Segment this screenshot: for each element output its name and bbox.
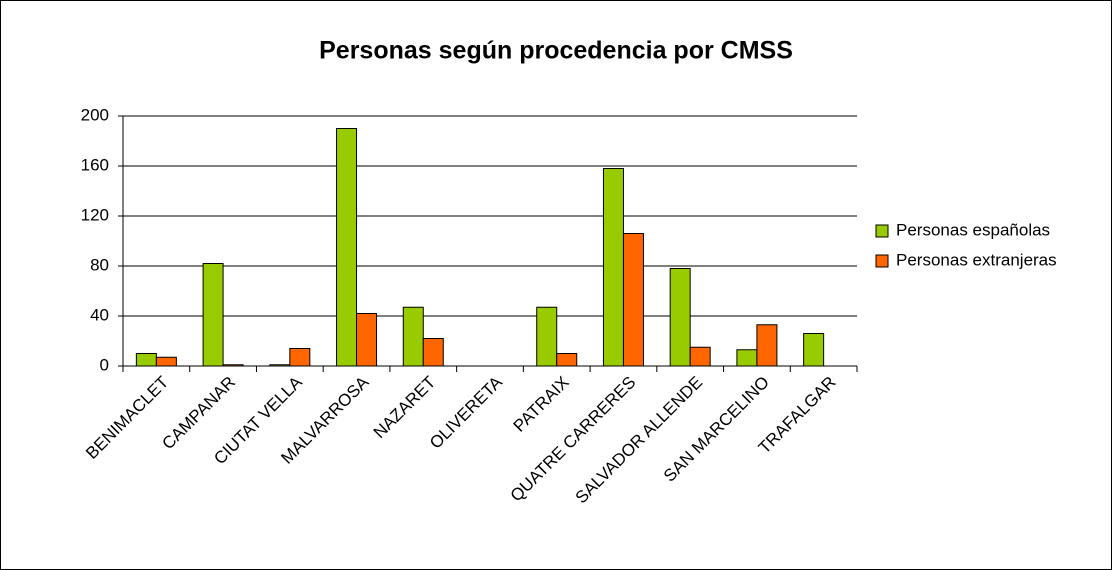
legend-label: Personas extranjeras	[896, 250, 1057, 269]
bar	[402, 306, 424, 367]
y-tick-label: 40	[90, 305, 109, 324]
bar	[336, 128, 358, 367]
legend-swatch	[875, 224, 889, 238]
chart-title: Personas según procedencia por CMSS	[319, 37, 793, 65]
bar	[202, 263, 224, 367]
y-tick-label: 0	[100, 355, 109, 374]
bar	[622, 233, 644, 367]
y-tick-label: 120	[81, 205, 109, 224]
y-tick-label: 80	[90, 255, 109, 274]
bar	[689, 346, 711, 367]
bar	[556, 353, 578, 367]
legend-label: Personas españolas	[896, 220, 1050, 239]
bar	[155, 356, 177, 367]
y-tick-label: 160	[81, 155, 109, 174]
bar	[736, 349, 758, 367]
bar	[356, 313, 378, 367]
bar	[289, 348, 311, 367]
bar	[803, 333, 825, 367]
bar	[422, 338, 444, 367]
bar	[602, 168, 624, 367]
bar	[135, 353, 157, 367]
bar	[536, 306, 558, 367]
bar	[669, 268, 691, 367]
legend-swatch	[875, 254, 889, 268]
y-tick-label: 200	[81, 105, 109, 124]
bar	[756, 324, 778, 367]
